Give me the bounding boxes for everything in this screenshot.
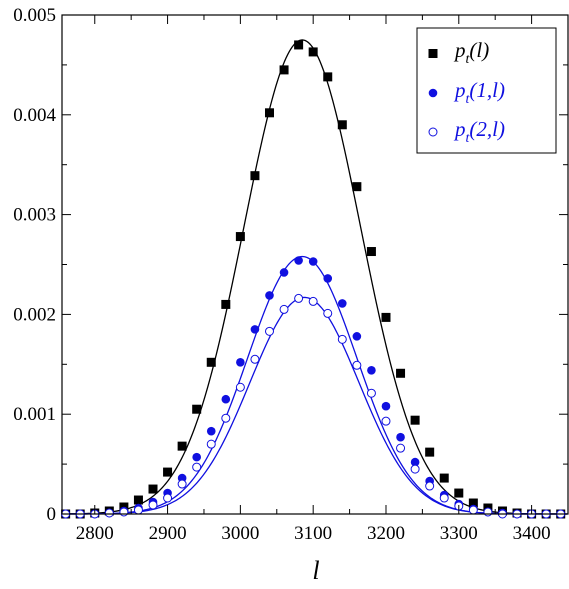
square-marker [308, 47, 318, 57]
x-tick-label: 3200 [367, 523, 405, 544]
open-circle-marker [381, 416, 391, 426]
filled-circle-marker [250, 325, 260, 334]
square-marker [468, 498, 478, 508]
square-marker [163, 467, 173, 477]
square-marker [439, 473, 449, 483]
open-circle-marker [352, 360, 362, 370]
square-marker [352, 182, 362, 192]
open-circle-marker [323, 308, 333, 318]
fit-curve-1l [62, 255, 568, 515]
open-circle-marker [235, 382, 245, 392]
legend-box [416, 27, 557, 154]
open-circle-marker [366, 388, 376, 398]
filled-circle-marker [192, 452, 201, 462]
y-tick-label: 0.002 [13, 304, 56, 325]
filled-circle-marker [352, 332, 362, 341]
open-circle-marker [177, 479, 187, 489]
filled-circle-marker [396, 432, 405, 442]
open-circle-marker [264, 326, 274, 336]
filled-circle-marker [294, 256, 303, 265]
open-circle-marker [104, 508, 114, 518]
x-axis-label: l [312, 556, 319, 585]
open-circle-marker [221, 413, 231, 423]
legend: pt(l) pt(1,l) pt(2,l) [416, 27, 557, 154]
square-marker [192, 404, 202, 414]
x-tick-label: 3100 [294, 523, 332, 544]
square-marker [148, 484, 158, 494]
legend-open-circle-marker [428, 127, 438, 137]
filled-circle-marker [236, 358, 245, 367]
square-marker [323, 72, 333, 82]
open-circle-marker [119, 507, 129, 517]
y-tick-label: 0.001 [13, 404, 56, 425]
open-circle-marker [133, 505, 143, 515]
square-marker [366, 247, 376, 257]
open-circle-marker [148, 500, 158, 510]
square-marker [294, 40, 304, 50]
square-marker [250, 171, 260, 181]
legend-filled-circle-marker [428, 88, 438, 98]
square-marker [337, 120, 347, 130]
x-tick-label: 3300 [440, 523, 478, 544]
square-marker [206, 357, 216, 367]
filled-circle-marker [221, 394, 231, 404]
open-circle-marker [425, 481, 435, 491]
filled-circle-marker [338, 299, 347, 308]
filled-circle-marker [308, 257, 318, 266]
square-marker [410, 415, 420, 425]
x-tick-label: 3000 [221, 523, 259, 544]
open-circle-marker [468, 505, 478, 515]
open-circle-marker [337, 334, 347, 344]
square-marker [264, 108, 274, 118]
square-marker [396, 368, 406, 378]
open-circle-marker [250, 354, 260, 364]
square-marker [381, 312, 391, 322]
square-marker [133, 495, 143, 505]
legend-entry-label: pt(l) [453, 38, 489, 67]
x-tick-label: 2800 [76, 523, 114, 544]
open-circle-marker [294, 293, 304, 303]
y-tick-label: 0.004 [13, 105, 56, 126]
y-tick-label: 0 [47, 504, 57, 525]
legend-square-marker [428, 49, 438, 58]
filled-circle-marker [206, 426, 216, 436]
filled-circle-marker [410, 457, 420, 467]
x-tick-label: 3400 [513, 523, 551, 544]
open-circle-marker [192, 462, 202, 472]
fit-curve-2l [62, 296, 568, 515]
legend-entry-label: pt(1,l) [453, 78, 505, 107]
legend-entry-label: pt(2,l) [453, 117, 505, 146]
square-marker [279, 65, 289, 75]
open-circle-marker [410, 464, 420, 474]
square-marker [177, 441, 187, 451]
square-marker [235, 232, 245, 242]
y-tick-label: 0.003 [13, 205, 56, 226]
square-marker [221, 299, 231, 309]
filled-circle-marker [323, 274, 333, 283]
open-circle-marker [206, 439, 216, 449]
open-circle-marker [396, 443, 406, 453]
open-circle-marker [439, 493, 449, 503]
filled-circle-marker [381, 401, 391, 411]
square-marker [454, 488, 464, 498]
open-circle-marker [308, 296, 318, 306]
filled-circle-marker [367, 365, 376, 375]
filled-circle-marker [279, 268, 289, 277]
ticks: 2800 2900 3000 3100 3200 3300 3400 0 0.001 0.002 0… [13, 5, 569, 544]
square-marker [425, 447, 435, 457]
y-tick-label: 0.005 [13, 5, 56, 26]
filled-circle-marker [265, 291, 274, 300]
open-circle-marker [163, 493, 173, 503]
open-circle-marker [483, 507, 493, 517]
open-circle-marker [279, 304, 289, 314]
x-tick-label: 2900 [149, 523, 187, 544]
